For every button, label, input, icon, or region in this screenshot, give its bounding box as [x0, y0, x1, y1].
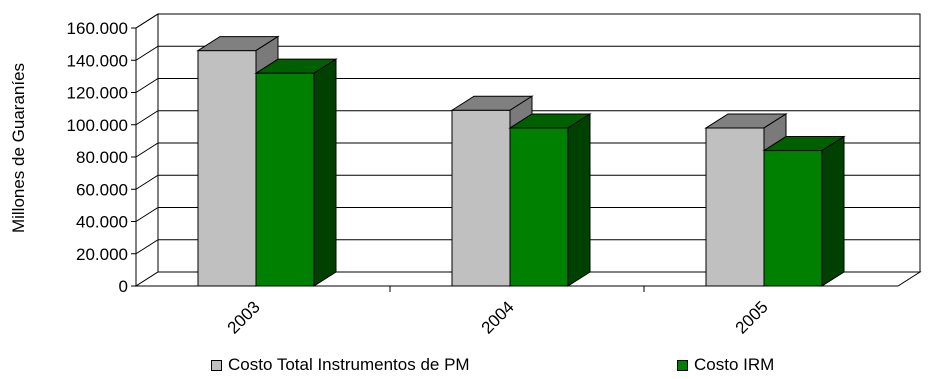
gridline: [135, 174, 920, 190]
legend-item-pm: Costo Total Instrumentos de PM: [211, 355, 470, 375]
legend-item-irm: Costo IRM: [677, 355, 774, 375]
legend-swatch-irm: [677, 359, 688, 371]
gridline: [135, 142, 920, 158]
bar-front: [197, 50, 257, 287]
bars: [196, 35, 846, 287]
x-tick-label: 2005: [732, 297, 772, 337]
bar-front: [255, 72, 315, 287]
y-tick-label: 80.000: [76, 148, 128, 167]
bar-front: [705, 127, 765, 287]
bar-side: [821, 135, 845, 287]
y-axis-label: Millones de Guaraníes: [9, 63, 28, 233]
bar-front: [451, 109, 511, 287]
bar-2005-irm: [762, 135, 846, 287]
x-tick-label: 2003: [224, 297, 264, 337]
x-tick-label: 2004: [478, 297, 518, 337]
y-tick-label: 100.000: [67, 116, 128, 135]
y-tick-label: 120.000: [67, 84, 128, 103]
gridline: [135, 78, 920, 93]
gridline: [135, 110, 920, 126]
y-tick-label: 60.000: [76, 180, 128, 199]
y-tick-label: 20.000: [76, 245, 128, 264]
y-tick-label: 0: [119, 277, 128, 296]
gridline: [135, 239, 920, 255]
y-tick-label: 160.000: [67, 19, 128, 38]
gridline: [135, 13, 920, 29]
legend-label-pm: Costo Total Instrumentos de PM: [228, 355, 470, 374]
bar-front: [509, 127, 569, 287]
y-tick-label: 140.000: [67, 51, 128, 70]
bar-2004-irm: [508, 113, 592, 287]
bar-front: [763, 150, 823, 287]
bar-side: [567, 113, 591, 287]
bar-2003-irm: [254, 58, 338, 287]
gridline: [135, 207, 920, 222]
y-tick-label: 40.000: [76, 213, 128, 232]
legend-swatch-pm: [211, 359, 222, 371]
bar-side: [313, 58, 337, 287]
legend-label-irm: Costo IRM: [694, 355, 775, 374]
gridline: [135, 45, 920, 61]
